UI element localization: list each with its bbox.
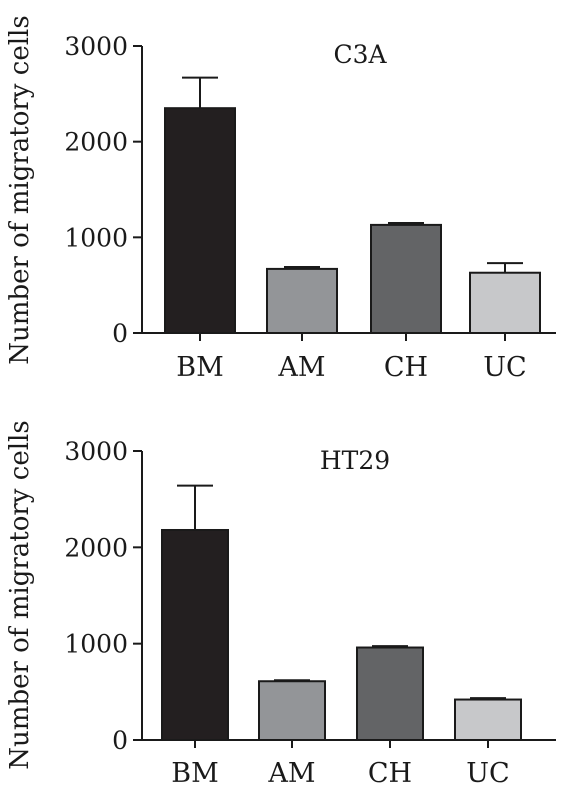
chart-panel-c3a: Number of migratory cells 0 1000 2000 3000 BM… <box>5 15 556 383</box>
bar-am <box>258 680 326 742</box>
y-tick-label: 1000 <box>64 630 128 659</box>
bar-am <box>266 267 338 334</box>
x-tick-label-ch: CH <box>368 758 412 789</box>
bar-ch <box>356 646 424 742</box>
y-tick-label: 1000 <box>64 223 128 252</box>
bar-ch <box>370 223 442 334</box>
x-tick-label-bm: BM <box>171 758 219 789</box>
y-tick-label: 0 <box>112 726 128 755</box>
x-tick-label-uc: UC <box>466 758 509 789</box>
bar-bm <box>164 107 236 334</box>
y-tick-label: 2000 <box>64 533 128 562</box>
y-tick-label: 0 <box>112 319 128 348</box>
bar-bm <box>161 528 229 742</box>
chart-panel-ht29: Number of migratory cells 0 1000 2000 3000 BM… <box>5 420 556 789</box>
y-tick-label: 3000 <box>64 437 128 466</box>
bar-uc <box>469 271 541 335</box>
x-tick-label-uc: UC <box>483 352 526 383</box>
panel-title: HT29 <box>320 446 390 475</box>
y-axis-label: Number of migratory cells <box>5 15 35 364</box>
x-tick-label-am: AM <box>267 758 315 789</box>
y-tick-label: 2000 <box>64 128 128 157</box>
panel-title: C3A <box>333 40 387 69</box>
y-axis-label: Number of migratory cells <box>5 420 35 769</box>
bar-uc <box>454 698 522 741</box>
x-tick-label-ch: CH <box>384 352 428 383</box>
y-tick-label: 3000 <box>64 32 128 61</box>
x-tick-label-bm: BM <box>176 352 224 383</box>
x-tick-label-am: AM <box>277 352 325 383</box>
